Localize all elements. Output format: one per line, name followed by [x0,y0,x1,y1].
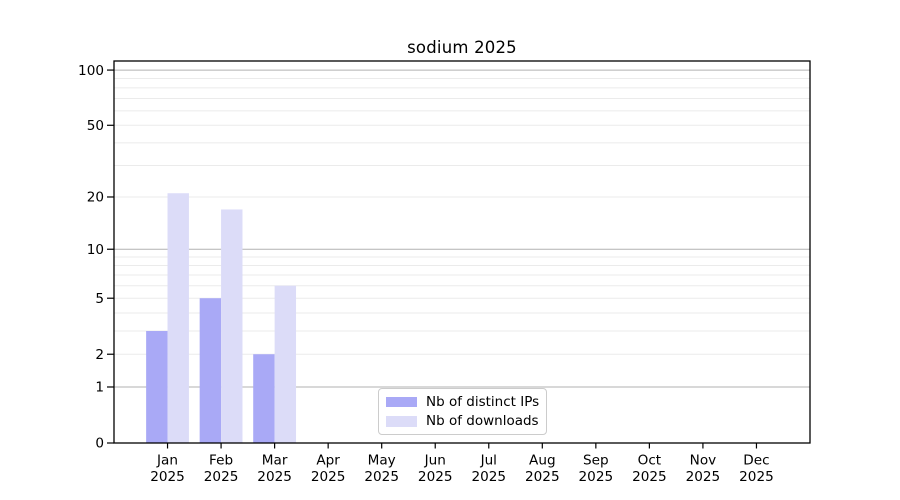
y-tick-label: 100 [78,63,104,79]
x-tick-label-year: 2025 [525,469,560,485]
bar-jan-distinct-ips [146,330,168,443]
legend: Nb of distinct IPs Nb of downloads [378,388,547,435]
x-tick-label-year: 2025 [364,469,399,485]
legend-swatch [386,416,417,427]
x-tick-label-year: 2025 [418,469,453,485]
bar-feb-distinct-ips [199,298,222,443]
x-tick-label-year: 2025 [686,469,721,485]
legend-label: Nb of downloads [426,413,539,430]
y-tick-label: 2 [95,347,104,363]
x-tick-label-year: 2025 [632,469,667,485]
x-tick-label-month: Jan [156,453,178,469]
x-tick-label-month: Sep [583,453,609,469]
legend-entry: Nb of downloads [386,413,539,431]
y-tick-label: 5 [95,291,104,307]
x-tick-label-year: 2025 [257,469,292,485]
legend-entry: Nb of distinct IPs [386,393,540,411]
x-tick-label-month: Nov [690,453,717,469]
x-tick-label-year: 2025 [311,469,346,485]
bar-mar-distinct-ips [253,354,275,443]
plot-border [113,60,811,444]
y-tick-label: 1 [95,380,104,396]
chart-title: sodium 2025 [407,38,517,57]
x-tick-label-month: Mar [262,453,288,469]
x-tick-label-month: Jun [424,453,446,469]
y-tick-label: 0 [95,436,104,452]
x-tick-label-month: Jul [480,453,497,469]
x-tick-label-year: 2025 [471,469,506,485]
x-tick-label-year: 2025 [739,469,774,485]
x-tick-label-year: 2025 [204,469,239,485]
x-tick-label-month: Apr [316,453,340,469]
bar-feb-downloads [221,209,243,443]
x-tick-label-month: Aug [529,453,556,469]
x-tick-label-year: 2025 [579,469,614,485]
y-tick-label: 20 [87,190,104,206]
bar-mar-downloads [274,285,297,443]
x-tick-label-month: May [368,453,396,469]
y-tick-label: 50 [87,118,104,134]
legend-swatch [386,396,417,407]
x-tick-label-month: Dec [743,453,769,469]
x-tick-label-year: 2025 [150,469,185,485]
y-tick-label: 10 [87,242,104,258]
x-tick-label-month: Oct [638,453,662,469]
bar-jan-downloads [167,193,189,443]
legend-label: Nb of distinct IPs [426,393,540,410]
x-tick-label-month: Feb [209,453,233,469]
